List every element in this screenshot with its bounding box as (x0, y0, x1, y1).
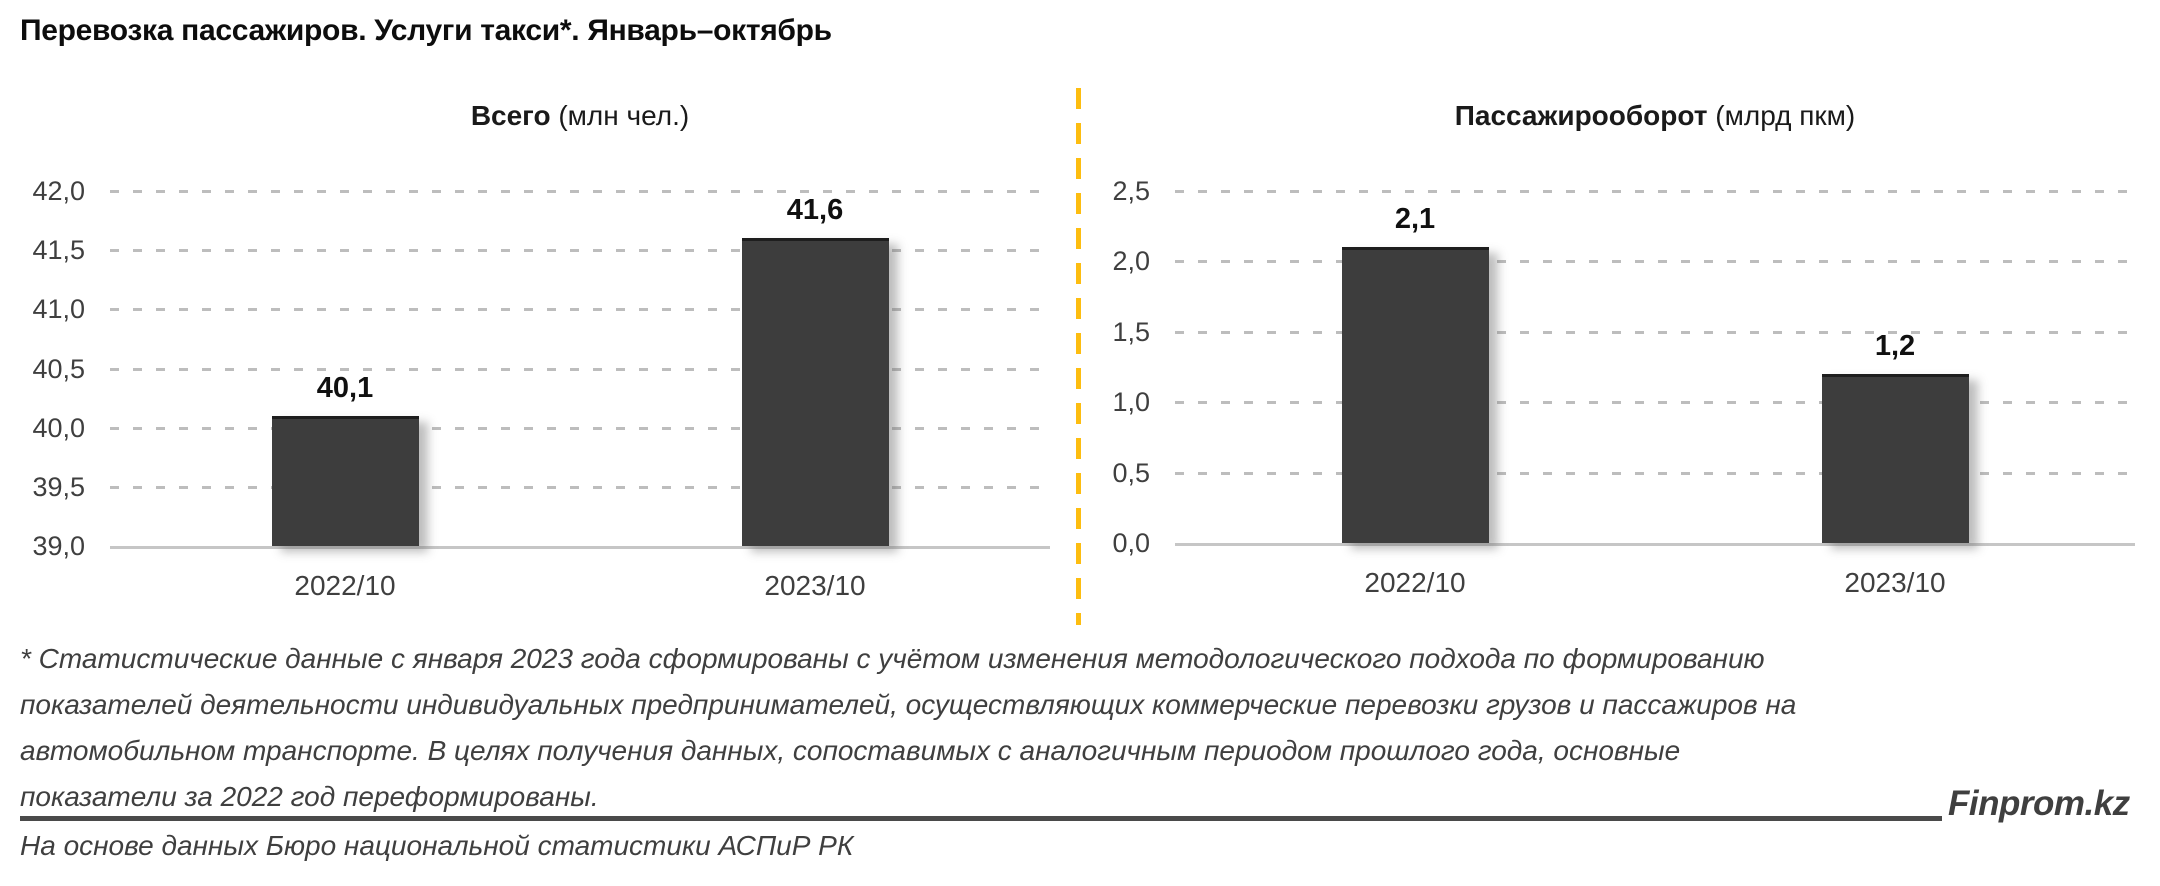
footnote-line: показателей деятельности индивидуальных … (20, 689, 1797, 720)
y-axis-tick-label: 40,5 (32, 354, 85, 384)
footnote-line: автомобильном транспорте. В целях получе… (20, 735, 1681, 766)
plot-area-turnover: 2,5 2,0 1,5 1,0 0,5 0,0 2,1 2022/10 1,2 2023/10 (1112, 176, 2135, 598)
bar-2022-10 (1342, 247, 1489, 543)
y-axis-tick-label: 39,0 (32, 531, 85, 561)
chart-title-text: Пассажирооборот (1454, 100, 1708, 131)
gridline (110, 368, 1050, 371)
bar-value-label: 40,1 (316, 372, 374, 404)
bar-2023-10 (742, 238, 889, 546)
y-axis-tick-label: 42,0 (32, 176, 85, 206)
gridline (110, 427, 1050, 430)
bar-value-label: 1,2 (1874, 330, 1916, 362)
brand-separator-line (20, 816, 1942, 821)
dashed-divider-line (1076, 88, 1081, 625)
y-axis-tick-label: 2,0 (1112, 246, 1150, 276)
page-title: Перевозка пассажиров. Услуги такси*. Янв… (20, 14, 832, 47)
footnote-line: показатели за 2022 год переформированы. (20, 781, 599, 812)
gridline (110, 486, 1050, 489)
x-axis-category-label: 2022/10 (1364, 567, 1466, 598)
chart-total-passengers: Всего (млн чел.) 42,0 41,5 41,0 40,5 40,0 39,… (20, 70, 1060, 630)
x-axis-category-label: 2023/10 (764, 570, 866, 601)
chart-passenger-turnover: Пассажирооборот (млрд пкм) 2,5 2,0 1,5 1,0 0… (1095, 70, 2145, 630)
x-axis-category-label: 2022/10 (294, 570, 396, 601)
bar-value-label: 2,1 (1394, 203, 1436, 235)
y-axis-tick-label: 41,5 (32, 235, 85, 265)
gridline (1175, 190, 2135, 193)
bar-2023-10 (1822, 374, 1969, 543)
gridline (110, 308, 1050, 311)
gridline (1175, 401, 2135, 404)
chart-title-text: Всего (470, 100, 551, 131)
chart-title-unit: (млн чел.) (550, 100, 690, 131)
footnote: * Статистические данные с января 2023 го… (20, 636, 2150, 820)
y-axis-tick-label: 2,5 (1112, 176, 1150, 206)
footnote-line: * Статистические данные с января 2023 го… (20, 643, 1765, 674)
y-axis-tick-label: 1,0 (1112, 387, 1150, 417)
gridline (1175, 260, 2135, 263)
chart-title-total: Всего (млн чел.) (110, 100, 1050, 132)
chart-title-unit: (млрд пкм) (1707, 100, 1856, 131)
gridline (1175, 472, 2135, 475)
source-note: На основе данных Бюро национальной стати… (20, 830, 854, 861)
x-axis-category-label: 2023/10 (1844, 567, 1946, 598)
gridline (110, 190, 1050, 193)
y-axis-tick-label: 0,0 (1112, 528, 1150, 558)
bar-2022-10 (272, 416, 419, 546)
gridline (110, 249, 1050, 252)
brand-logo: Finprom.kz (1948, 784, 2130, 823)
y-axis-tick-label: 41,0 (32, 294, 85, 324)
y-axis-tick-label: 40,0 (32, 413, 85, 443)
y-axis-tick-label: 1,5 (1112, 317, 1150, 347)
y-axis-tick-label: 39,5 (32, 472, 85, 502)
gridline (1175, 331, 2135, 334)
plot-area-total: 42,0 41,5 41,0 40,5 40,0 39,5 39,0 40,1 2022/10 4… (32, 176, 1050, 601)
chart-title-turnover: Пассажирооборот (млрд пкм) (1175, 100, 2135, 132)
bar-value-label: 41,6 (786, 194, 844, 226)
y-axis-tick-label: 0,5 (1112, 458, 1150, 488)
